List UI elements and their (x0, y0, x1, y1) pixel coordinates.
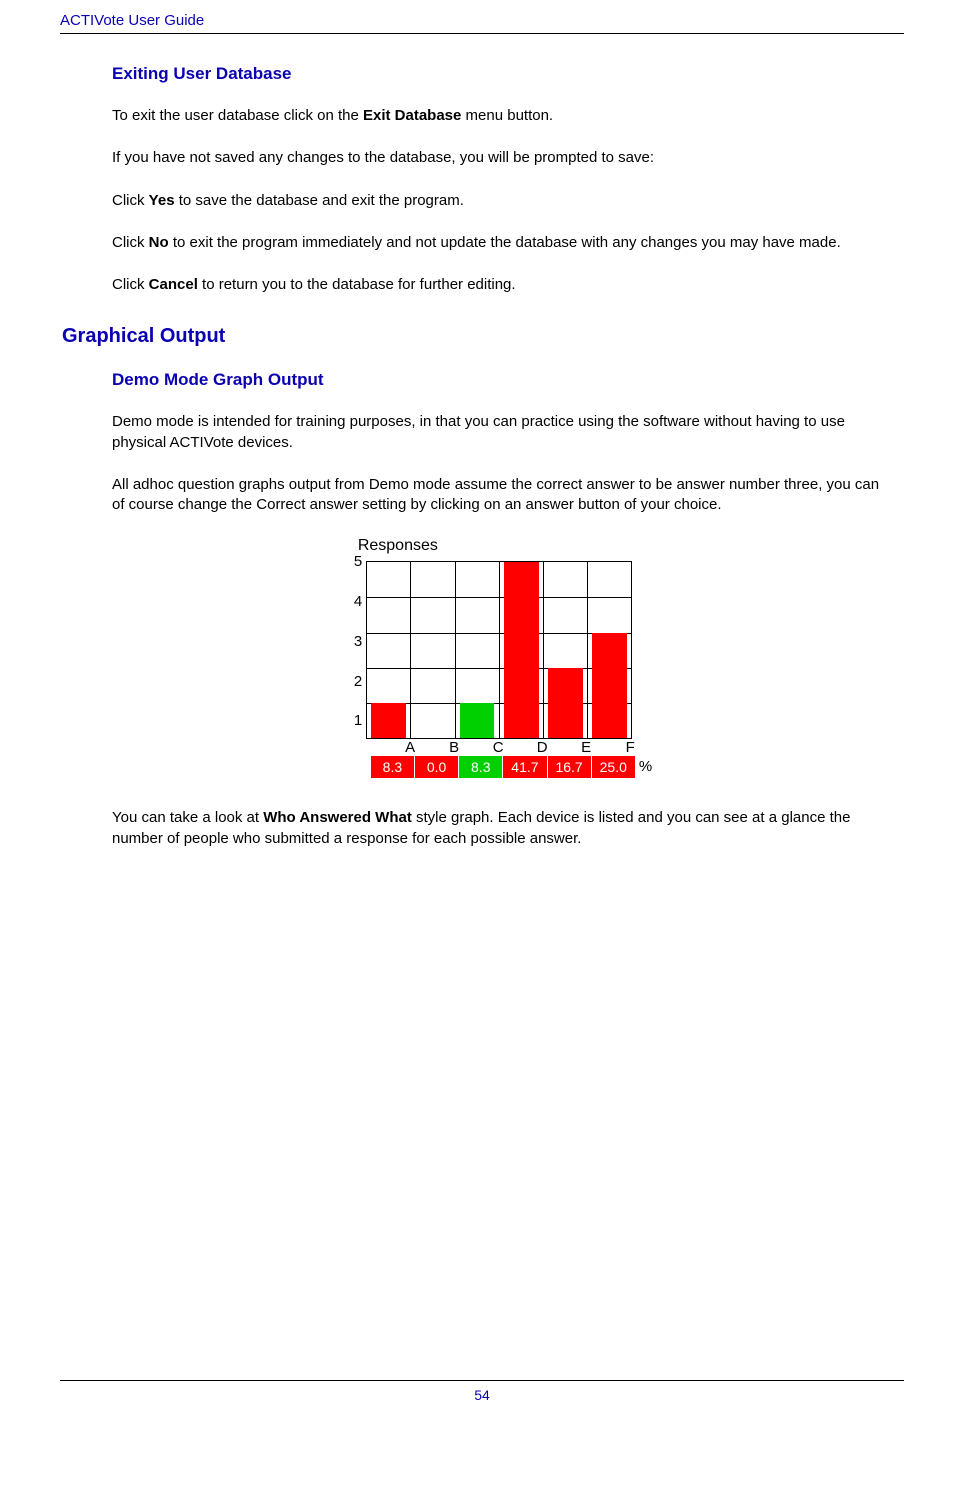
text: to save the database and exit the progra… (175, 192, 464, 209)
para-cancel: Click Cancel to return you to the databa… (112, 275, 894, 295)
heading-graphical-output: Graphical Output (62, 325, 894, 348)
text: To exit the user database click on the (112, 107, 363, 124)
para-demo-answer3: All adhoc question graphs output from De… (112, 475, 894, 516)
heading-exiting-user-database: Exiting User Database (112, 64, 894, 84)
chart-ytick: 1 (354, 712, 362, 729)
text: Click (112, 276, 149, 293)
chart-ytick: 4 (354, 593, 362, 610)
chart-value-row: 8.30.08.341.716.725.0 (371, 756, 635, 778)
chart-xtick: B (432, 739, 476, 756)
footer-rule (60, 1380, 904, 1381)
chart-bar (504, 562, 539, 738)
para-who-answered-what: You can take a look at Who Answered What… (112, 808, 894, 849)
chart-pct-symbol: % (639, 756, 652, 778)
bold-yes: Yes (149, 192, 175, 209)
responses-chart: Responses 54321 ABCDEF 8.30.08.341.716.7… (354, 537, 652, 778)
para-no: Click No to exit the program immediately… (112, 233, 894, 253)
bold-cancel: Cancel (149, 276, 198, 293)
chart-xtick: E (564, 739, 608, 756)
chart-bar (371, 703, 406, 738)
text: to exit the program immediately and not … (169, 234, 841, 251)
chart-x-axis: ABCDEF (388, 739, 652, 756)
chart-bar (548, 668, 583, 738)
para-demo-intro: Demo mode is intended for training purpo… (112, 412, 894, 453)
chart-y-axis: 5 4 3 2 1 (354, 553, 366, 729)
chart-value-label: 0.0 (415, 756, 459, 778)
heading-demo-mode-graph-output: Demo Mode Graph Output (112, 370, 894, 390)
chart-plot-area (366, 561, 632, 739)
para-save-prompt: If you have not saved any changes to the… (112, 148, 894, 168)
chart-value-label: 16.7 (548, 756, 592, 778)
para-exit-instruction: To exit the user database click on the E… (112, 106, 894, 126)
text: Click (112, 234, 149, 251)
text: to return you to the database for furthe… (198, 276, 516, 293)
chart-bar (460, 703, 495, 738)
chart-ytick: 3 (354, 633, 362, 650)
doc-header: ACTIVote User Guide (60, 12, 904, 29)
page-number: 54 (474, 1387, 490, 1403)
chart-value-label: 25.0 (592, 756, 635, 778)
bold-no: No (149, 234, 169, 251)
chart-ytick: 2 (354, 673, 362, 690)
chart-value-label: 8.3 (459, 756, 503, 778)
text: You can take a look at (112, 809, 263, 826)
chart-xtick: A (388, 739, 432, 756)
chart-title: Responses (358, 537, 652, 555)
chart-xtick: F (608, 739, 652, 756)
chart-value-label: 8.3 (371, 756, 415, 778)
chart-value-label: 41.7 (503, 756, 547, 778)
chart-ytick: 5 (354, 553, 362, 570)
text: menu button. (461, 107, 553, 124)
chart-xtick: D (520, 739, 564, 756)
bold-exit-database: Exit Database (363, 107, 461, 124)
chart-bar (592, 633, 627, 739)
chart-xtick: C (476, 739, 520, 756)
text: Click (112, 192, 149, 209)
para-yes: Click Yes to save the database and exit … (112, 191, 894, 211)
bold-who-answered-what: Who Answered What (263, 809, 412, 826)
header-rule (60, 33, 904, 34)
